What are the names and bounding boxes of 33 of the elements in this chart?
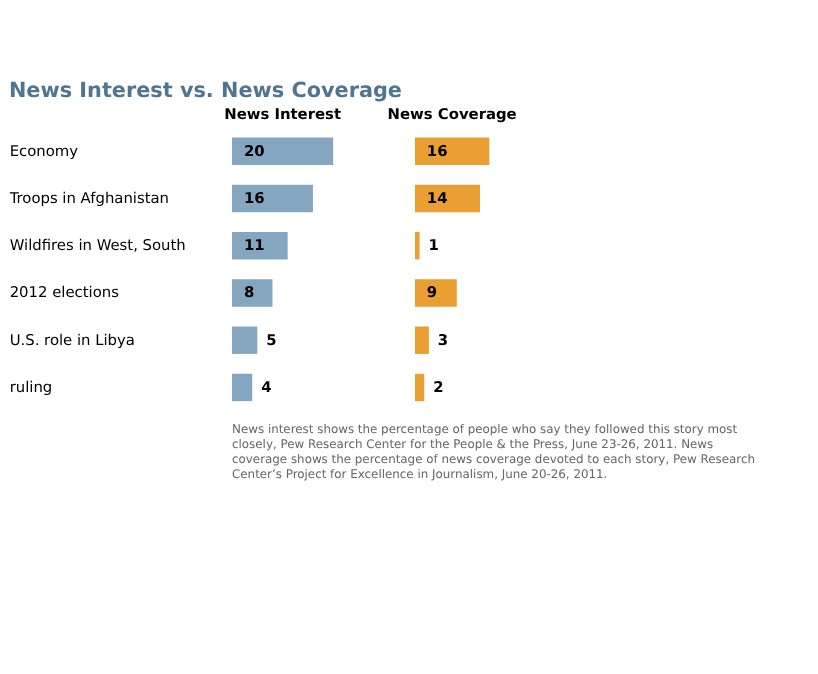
- bar: [414, 326, 429, 354]
- data-label: 4: [261, 377, 272, 396]
- bar: [232, 232, 288, 260]
- bar: [232, 279, 273, 307]
- chart-subtitle: News Interest: [224, 105, 342, 124]
- bar: [232, 184, 313, 213]
- data-label: 20: [243, 141, 265, 160]
- data-label: 9: [426, 283, 438, 302]
- data-label: 16: [243, 188, 265, 207]
- data-label: 11: [243, 236, 265, 255]
- data-label: 1: [428, 236, 439, 255]
- y-tick-label: Troops in Afghanistan: [7, 188, 170, 207]
- bar: [232, 326, 258, 354]
- bar: [414, 137, 490, 165]
- chart-subtitle: News Coverage: [387, 105, 517, 124]
- data-label: 5: [266, 330, 277, 349]
- y-tick-label: 2012 elections: [9, 283, 120, 302]
- y-tick-label: Economy: [9, 141, 80, 160]
- bar: [414, 232, 420, 260]
- y-tick-label: Wildfires in West, South: [9, 236, 187, 255]
- chart-title: News Interest vs. News Coverage: [8, 78, 402, 103]
- bar: [232, 137, 334, 165]
- bar: [232, 373, 253, 402]
- data-label: 3: [437, 330, 449, 349]
- data-label: 16: [426, 141, 448, 160]
- data-label: 8: [243, 283, 255, 302]
- data-label: 14: [426, 188, 448, 207]
- bar: [414, 184, 481, 213]
- y-tick-label: ruling: [9, 377, 53, 396]
- y-tick-label: U.S. role in Libya: [9, 330, 135, 349]
- bar: [414, 373, 425, 402]
- data-label: 2: [433, 377, 444, 396]
- bar: [414, 279, 457, 307]
